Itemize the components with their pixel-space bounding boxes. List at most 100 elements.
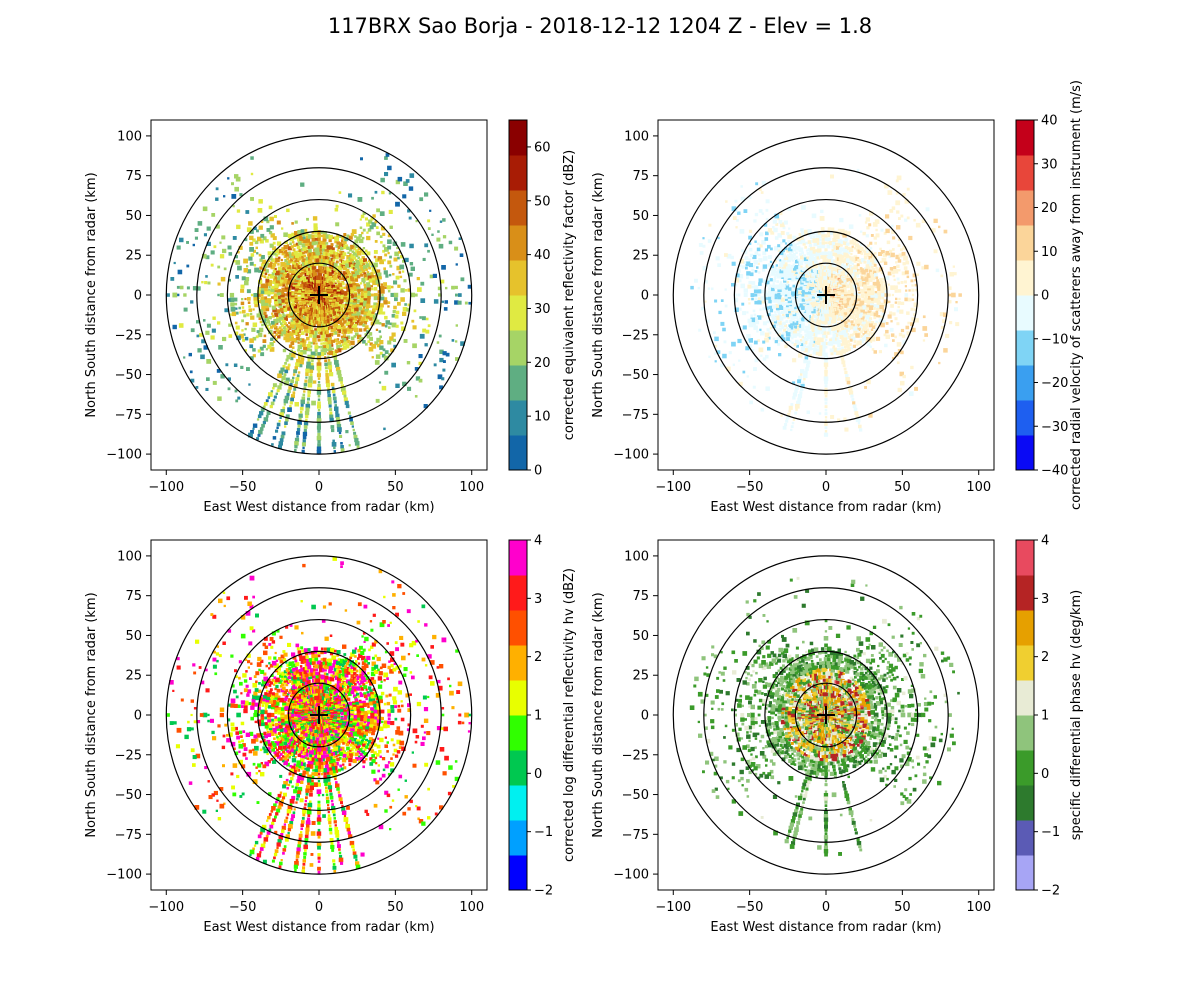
echo-gate — [336, 423, 342, 429]
echo-gate — [358, 307, 362, 311]
echo-gate — [243, 333, 246, 336]
echo-gate — [354, 327, 359, 333]
echo-gate — [297, 264, 302, 269]
echo-gate — [317, 346, 321, 349]
echo-gate — [335, 330, 339, 334]
echo-gate — [235, 275, 239, 279]
echo-gate — [323, 651, 327, 654]
echo-gate — [248, 308, 253, 312]
echo-gate — [898, 297, 901, 301]
echo-gate — [302, 435, 307, 440]
echo-gate — [801, 289, 805, 293]
echo-gate — [317, 272, 323, 277]
echo-gate — [883, 286, 888, 291]
echo-gate — [781, 267, 785, 271]
echo-gate — [201, 281, 204, 284]
echo-gate — [294, 381, 298, 385]
echo-gate — [311, 231, 314, 234]
echo-gate — [815, 323, 819, 327]
echo-gate — [804, 229, 809, 235]
echo-gate — [811, 269, 815, 273]
echo-gate — [240, 288, 245, 293]
echo-gate — [394, 297, 398, 302]
echo-gate — [315, 328, 319, 332]
echo-gate — [273, 293, 278, 297]
echo-gate — [893, 278, 896, 281]
echo-gate — [341, 282, 345, 286]
echo-gate — [803, 378, 806, 381]
echo-gate — [798, 334, 803, 338]
echo-gate — [343, 277, 347, 281]
echo-gate — [270, 390, 274, 393]
echo-gate — [335, 256, 339, 260]
echo-gate — [788, 227, 791, 230]
echo-gate — [196, 320, 200, 324]
echo-gate — [200, 354, 205, 360]
echo-gate — [308, 267, 312, 271]
echo-gate — [336, 269, 340, 273]
echo-gate — [706, 319, 710, 323]
echo-gate — [186, 286, 190, 290]
echo-gate — [206, 241, 211, 246]
echo-gate — [861, 258, 866, 263]
echo-gate — [314, 241, 319, 245]
echo-gate — [767, 287, 771, 291]
echo-gate — [297, 304, 300, 308]
echo-gate — [845, 315, 849, 319]
echo-gate — [363, 298, 368, 303]
colorbar-frame — [508, 119, 528, 471]
echo-gate — [841, 339, 845, 342]
x-tick-label: 0 — [315, 480, 323, 495]
echo-gate — [360, 214, 365, 219]
echo-gate — [746, 375, 749, 378]
echo-gate — [314, 345, 319, 350]
echo-gate — [746, 340, 749, 344]
echo-gate — [866, 379, 871, 385]
echo-gate — [283, 336, 288, 341]
echo-gate — [787, 234, 792, 239]
echo-gate — [333, 659, 338, 665]
echo-gate — [328, 238, 332, 243]
echo-gate — [783, 262, 788, 267]
echo-gate — [873, 330, 876, 334]
echo-gate — [322, 657, 327, 662]
echo-gate — [835, 339, 841, 345]
echo-gate — [852, 404, 857, 409]
echo-gate — [317, 422, 321, 427]
echo-gate — [734, 283, 738, 287]
echo-gate — [260, 352, 265, 357]
echo-gate — [870, 321, 875, 325]
echo-gate — [300, 275, 305, 281]
echo-gate — [227, 377, 231, 381]
echo-gate — [910, 279, 914, 283]
echo-gate — [234, 331, 239, 336]
echo-gate — [225, 363, 229, 367]
echo-gate — [883, 261, 888, 265]
echo-gate — [301, 232, 306, 237]
echo-gate — [781, 326, 785, 330]
echo-gate — [288, 259, 292, 264]
echo-gate — [739, 229, 745, 234]
echo-gate — [304, 410, 310, 416]
echo-gate — [752, 265, 756, 268]
echo-gate — [854, 294, 858, 299]
echo-gate — [256, 229, 259, 233]
echo-gate — [886, 240, 891, 245]
echo-gate — [408, 186, 414, 191]
echo-gate — [303, 425, 308, 429]
echo-gate — [367, 340, 371, 343]
echo-gate — [876, 269, 880, 273]
echo-gate — [332, 258, 336, 262]
echo-gate — [289, 311, 292, 314]
echo-gate — [855, 333, 860, 338]
echo-gate — [334, 360, 339, 365]
echo-gate — [363, 321, 368, 325]
echo-gate — [785, 419, 789, 423]
echo-gate — [454, 246, 459, 251]
echo-gate — [782, 307, 787, 311]
echo-gate — [329, 257, 332, 260]
echo-gate — [862, 333, 865, 336]
echo-gate — [233, 260, 236, 263]
echo-gate — [758, 282, 762, 286]
echo-gate — [268, 205, 273, 210]
